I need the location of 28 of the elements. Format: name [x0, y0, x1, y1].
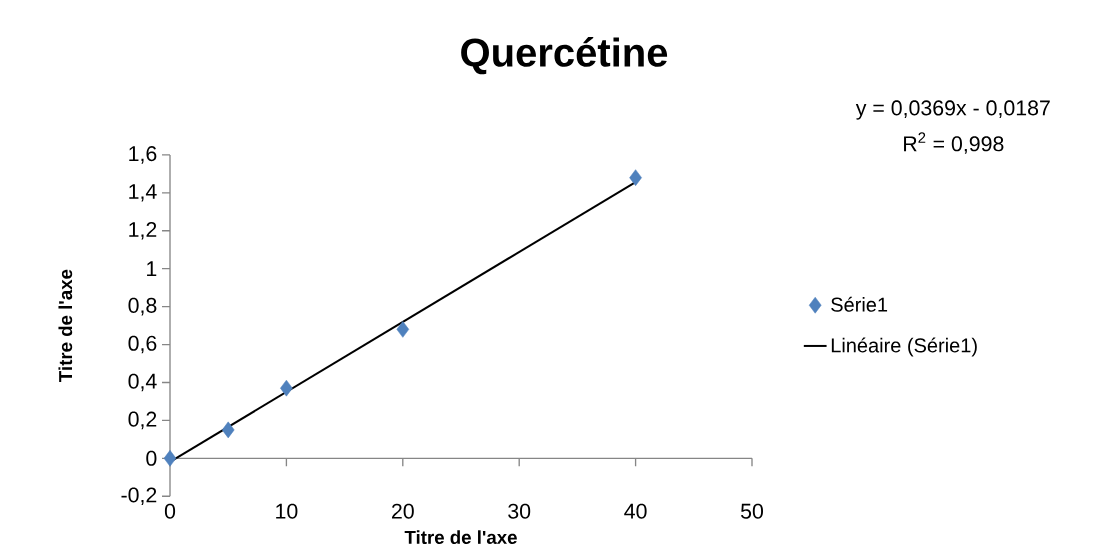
point	[163, 450, 177, 467]
y-tick-label: 1,6	[129, 146, 157, 164]
y-tick-label: 1	[147, 261, 157, 277]
point	[629, 169, 642, 186]
y-axis-title: Titre de l'axe	[58, 269, 73, 382]
x-tick-label: 30	[508, 503, 531, 519]
point	[221, 421, 235, 439]
y-tick-label: 0,6	[128, 335, 157, 354]
y-tick-label: 0,2	[128, 411, 157, 430]
x-tick-label: 20	[392, 503, 414, 519]
chart-title: Quercétine	[461, 37, 668, 75]
y-tick-label: 0	[146, 450, 157, 466]
point	[280, 379, 293, 397]
x-tick-label: 50	[740, 503, 764, 519]
point	[396, 321, 410, 338]
text: R$^{2}$ = 0,998	[904, 132, 1004, 154]
y-tick-label: 0,4	[128, 373, 157, 392]
y-tick-label: 1,4	[129, 184, 157, 202]
y-tick-label: -0,2	[121, 487, 157, 506]
y-tick-label: 0,8	[128, 297, 157, 316]
x-axis-title: Titre de l'axe	[404, 530, 517, 544]
text: y = 0,0369x - 0,0187	[855, 100, 1050, 120]
x-tick-label: 10	[276, 503, 298, 519]
x-tick-label: 40	[624, 503, 647, 519]
legend-label: Série1	[831, 296, 888, 312]
legend-label: Linéaire (Série1)	[831, 337, 977, 357]
y-tick-label: 1,2	[129, 221, 157, 240]
x-tick-label: 0	[164, 503, 176, 519]
